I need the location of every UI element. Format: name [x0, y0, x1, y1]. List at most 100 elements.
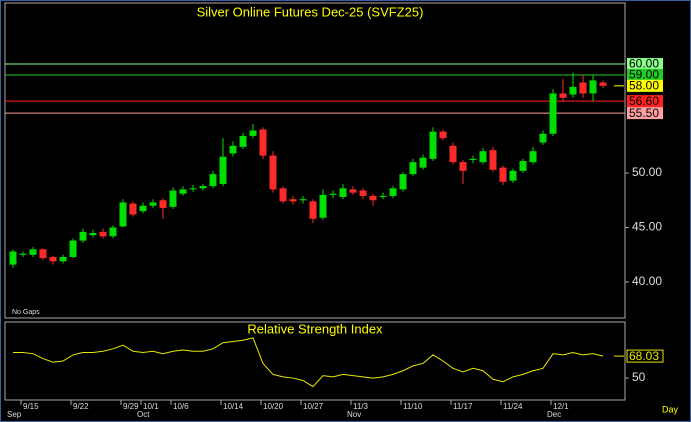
candle-body [489, 150, 497, 170]
candle-body [29, 249, 37, 255]
candle-body [439, 131, 447, 139]
x-tick-label: 11/10 [403, 402, 423, 411]
candle-body [399, 174, 407, 190]
candle-body [249, 130, 257, 136]
x-tick-label: 9/29 [123, 402, 139, 411]
candle-body [179, 189, 187, 194]
candle-body [219, 156, 227, 184]
x-tick-label: 10/14 [223, 402, 244, 411]
candle-body [389, 188, 397, 196]
candle-body [269, 155, 277, 190]
x-tick-label: 9/22 [73, 402, 89, 411]
candle-body [259, 129, 267, 156]
month-label: Nov [347, 410, 361, 419]
candle-body [369, 195, 377, 201]
candle-body [49, 256, 57, 262]
candle-body [19, 253, 27, 255]
level-label: 56.60 [629, 94, 659, 108]
level-tag [627, 68, 663, 81]
x-tick-label: 10/27 [303, 402, 324, 411]
candle-body [99, 231, 107, 237]
period-label: Day [662, 404, 679, 414]
candle-body [549, 93, 557, 134]
x-tick-label: 10/6 [173, 402, 189, 411]
level-tag [627, 95, 663, 108]
candle-body [129, 203, 137, 215]
candle-body [279, 188, 287, 202]
x-tick-label: 11/17 [453, 402, 473, 411]
candle-body [319, 194, 327, 218]
rsi-last-label: 68.03 [629, 349, 659, 363]
candle-body [599, 82, 607, 86]
candle-body [9, 251, 17, 265]
candle-body [209, 174, 217, 187]
candle-body [379, 195, 387, 198]
note: No Gaps [12, 309, 40, 316]
candle-body [469, 158, 477, 160]
candle-body [109, 227, 117, 237]
chart-title: Silver Online Futures Dec-25 (SVFZ25) [197, 4, 424, 19]
candle-body [559, 93, 567, 98]
candle-body [589, 80, 597, 94]
candle-body [449, 145, 457, 163]
rsi-tag [626, 349, 664, 363]
y-tick-label: 50.00 [632, 165, 662, 179]
candle-body [429, 131, 437, 159]
candle-body [39, 249, 47, 259]
candle-body [349, 189, 357, 193]
level-tag [627, 107, 663, 120]
level-label: 55.50 [629, 106, 659, 120]
x-tick-label: 12/1 [553, 402, 569, 411]
price-label: 58.00 [629, 79, 659, 93]
rsi-line [13, 337, 604, 388]
candle-body [69, 240, 77, 257]
price-tag [627, 79, 663, 92]
candle-body [519, 161, 527, 171]
x-tick-label: 9/15 [23, 402, 39, 411]
candle-body [139, 205, 147, 212]
rsi-tick-label: 50 [632, 370, 646, 384]
candle-body [89, 232, 97, 236]
y-tick-label: 40.00 [632, 274, 662, 288]
candle-body [149, 202, 157, 206]
candle-body [499, 167, 507, 182]
candle-body [359, 190, 367, 196]
month-label: Sep [7, 410, 22, 419]
level-label: 59.00 [629, 68, 659, 82]
candle-body [459, 162, 467, 171]
candle-body [289, 199, 297, 202]
x-tick-label: 10/1 [143, 402, 159, 411]
candle-body [189, 188, 197, 190]
candle-body [79, 231, 87, 241]
candle-body [409, 162, 417, 175]
month-label: Dec [547, 410, 561, 419]
candle-body [509, 170, 517, 181]
candle-body [199, 186, 207, 189]
level-label: 60.00 [629, 57, 659, 71]
candle-body [329, 193, 337, 195]
candle-body [59, 256, 67, 262]
price-panel [4, 2, 626, 319]
x-tick-label: 11/24 [503, 402, 523, 411]
candle-body [339, 188, 347, 198]
candle-body [419, 157, 427, 168]
x-tick-label: 11/3 [353, 402, 369, 411]
month-label: Oct [137, 410, 150, 419]
rsi-title: Relative Strength Index [247, 321, 383, 336]
candle-body [119, 202, 127, 227]
candle-body [229, 145, 237, 154]
candle-body [539, 133, 547, 143]
x-tick-label: 10/20 [263, 402, 284, 411]
level-tag [627, 58, 663, 71]
candle-body [169, 190, 177, 207]
candle-body [569, 86, 577, 95]
candle-body [239, 135, 247, 147]
candle-body [579, 82, 587, 94]
y-tick-label: 45.00 [632, 220, 662, 234]
candle-body [309, 201, 317, 219]
candle-body [529, 151, 537, 163]
candle-body [159, 200, 167, 208]
